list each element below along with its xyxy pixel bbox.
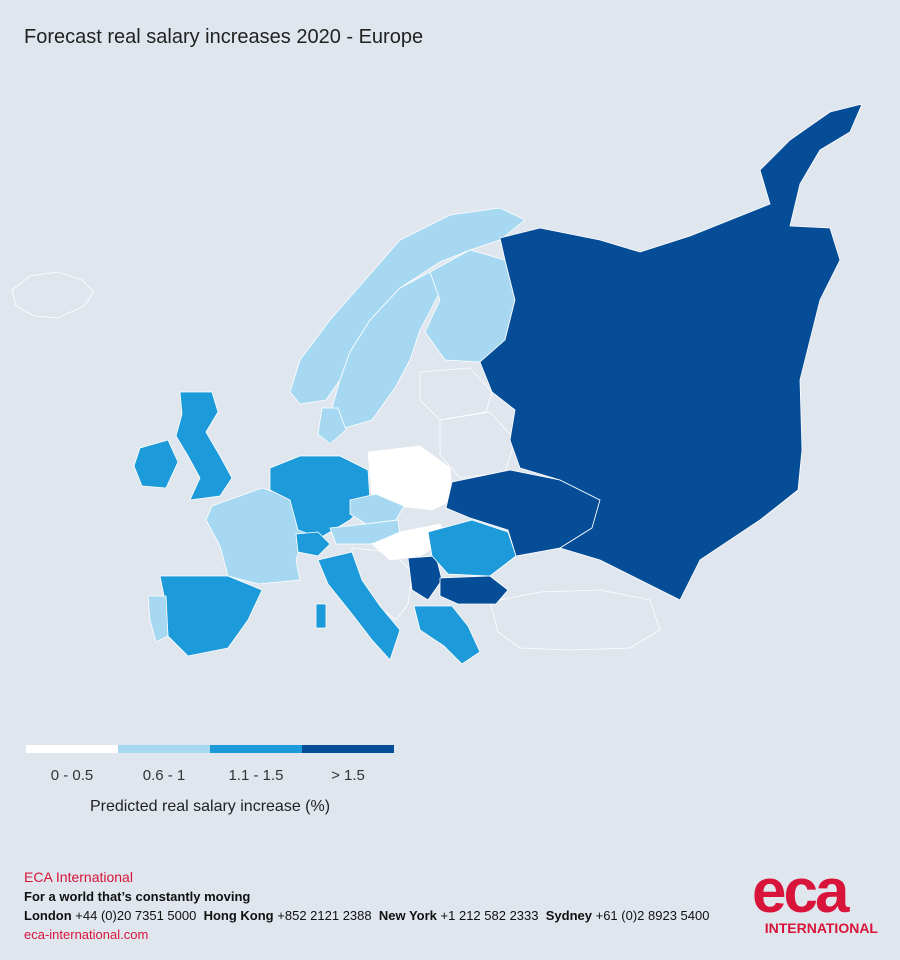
legend-swatch-0 [26,745,118,753]
region-germany [269,455,371,539]
region-russia [479,103,863,601]
legend-label-1: 0.6 - 1 [142,767,186,784]
region-italy [317,551,401,661]
region-serbia [407,555,443,601]
legend-label-0: 0 - 0.5 [50,767,94,784]
region-portugal [147,595,169,643]
logo-subtitle: INTERNATIONAL [764,920,878,936]
region-romania [427,519,517,577]
legend-caption: Predicted real salary increase (%) [89,798,331,815]
map-title: Forecast real salary increases 2020 - Eu… [24,26,424,48]
contact-line: London +44 (0)20 7351 5000 Hong Kong +85… [24,906,709,925]
contact-phone: +44 (0)20 7351 5000 [75,908,197,923]
region-belarus [439,411,516,479]
region-iceland [11,271,95,319]
contact-city: Hong Kong [203,908,274,923]
region-ireland [133,439,179,489]
region-baltics [419,367,493,421]
region-united-kingdom [175,391,233,501]
logo-mark: eca [752,857,849,926]
europe-map [11,103,863,665]
tagline: For a world that’s constantly moving [24,889,251,904]
eca-logo: eca INTERNATIONAL [752,857,878,937]
legend: 0 - 0.5 0.6 - 1 1.1 - 1.5 > 1.5 Predicte… [26,745,394,816]
legend-swatch-2 [210,745,302,753]
legend-swatch-1 [118,745,210,753]
region-sardinia [315,603,327,629]
contact-city: Sydney [545,908,592,923]
region-denmark [317,407,347,445]
legend-color-bar [26,745,394,753]
region-turkey [489,589,661,651]
company-name: ECA International [24,869,133,885]
website-link[interactable]: eca-international.com [24,927,149,942]
region-switzerland [295,531,331,557]
contact-city: London [24,908,72,923]
legend-swatch-3 [302,745,394,753]
region-bulgaria [439,575,509,605]
contact-city: New York [378,908,437,923]
footer: ECA International For a world that’s con… [24,868,709,944]
region-greece [413,605,481,665]
contact-phone: +61 (0)2 8923 5400 [595,908,710,923]
legend-label-3: > 1.5 [331,767,365,784]
region-spain [159,575,263,657]
legend-label-2: 1.1 - 1.5 [228,767,284,784]
contact-phone: +1 212 582 2333 [440,908,539,923]
contact-phone: +852 2121 2388 [277,908,372,923]
